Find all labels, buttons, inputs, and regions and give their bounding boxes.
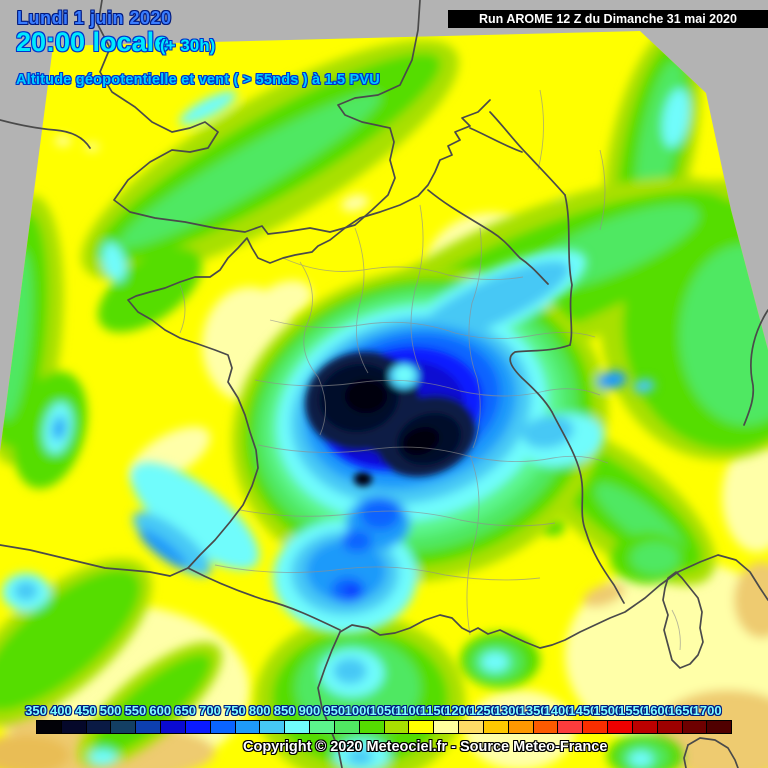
colorbar-cell bbox=[334, 721, 360, 733]
colorbar-cell bbox=[260, 721, 286, 733]
colorbar-label: 950 bbox=[323, 703, 346, 718]
colorbar-cell bbox=[483, 721, 509, 733]
colorbar-cell bbox=[185, 721, 211, 733]
colorbar-label: 1650 bbox=[667, 703, 697, 718]
colorbar-cell bbox=[558, 721, 584, 733]
colorbar-label: 750 bbox=[223, 703, 246, 718]
colorbar-label: 1700 bbox=[692, 703, 722, 718]
forecast-date: Lundi 1 juin 2020 bbox=[17, 8, 172, 28]
colorbar-label: 1250 bbox=[468, 703, 498, 718]
colorbar-label: 450 bbox=[74, 703, 97, 718]
colorbar-cell bbox=[111, 721, 137, 733]
colorbar-label: 1600 bbox=[642, 703, 672, 718]
forecast-hour-offset: (+ 30h) bbox=[160, 36, 216, 55]
colorbar-cell bbox=[459, 721, 484, 733]
colorbar-cell bbox=[136, 721, 162, 733]
colorbar-label: 550 bbox=[124, 703, 147, 718]
colorbar-cell bbox=[310, 721, 335, 733]
colorbar-cell bbox=[608, 721, 633, 733]
colorbar-cell bbox=[533, 721, 559, 733]
colorbar-cells bbox=[36, 720, 732, 734]
colorbar-cell bbox=[707, 721, 732, 733]
colorbar-label: 700 bbox=[199, 703, 221, 718]
forecast-time: 20:00 locale bbox=[16, 27, 170, 57]
low-dark-core bbox=[305, 348, 482, 486]
colorbar-label: 1550 bbox=[618, 703, 648, 718]
colorbar-label: 1300 bbox=[493, 703, 523, 718]
model-run-banner: Run AROME 12 Z du Dimanche 31 mai 2020 bbox=[448, 10, 768, 28]
colorbar-cell bbox=[37, 721, 62, 733]
colorbar-label: 1400 bbox=[543, 703, 573, 718]
colorbar-cell bbox=[359, 721, 385, 733]
colorbar-label: 800 bbox=[248, 703, 271, 718]
colorbar-label: 900 bbox=[298, 703, 321, 718]
colorbar-label: 400 bbox=[49, 703, 72, 718]
colorbar-cell bbox=[409, 721, 435, 733]
colorbar-cell bbox=[508, 721, 534, 733]
colorbar-label: 1350 bbox=[518, 703, 548, 718]
colorbar-cell bbox=[61, 721, 87, 733]
colorbar-cell bbox=[285, 721, 311, 733]
colorbar-cell bbox=[161, 721, 186, 733]
colorbar-cell bbox=[682, 721, 708, 733]
colorbar: 350 400 450 500 550 600 650 700 750 800 850 900 950 1… bbox=[25, 703, 732, 735]
colorbar-label: 350 bbox=[25, 703, 47, 718]
department-borders bbox=[179, 89, 681, 651]
colorbar-cell bbox=[235, 721, 261, 733]
copyright-notice: Copyright © 2020 Meteociel.fr - Source M… bbox=[243, 739, 608, 755]
colorbar-label: 850 bbox=[273, 703, 296, 718]
colorbar-label: 1150 bbox=[419, 703, 448, 718]
colorbar-cell bbox=[583, 721, 609, 733]
colorbar-label: 1000 bbox=[344, 703, 374, 718]
colorbar-label: 600 bbox=[149, 703, 172, 718]
colorbar-label: 1200 bbox=[444, 703, 474, 718]
colorbar-label: 500 bbox=[99, 703, 122, 718]
colorbar-cell bbox=[384, 721, 410, 733]
colorbar-cell bbox=[210, 721, 236, 733]
colorbar-cell bbox=[434, 721, 460, 733]
colorbar-label: 1500 bbox=[593, 703, 623, 718]
colorbar-cell bbox=[86, 721, 112, 733]
colorbar-cell bbox=[657, 721, 683, 733]
colorbar-label: 1050 bbox=[369, 703, 399, 718]
colorbar-label: 1100 bbox=[394, 703, 423, 718]
colorbar-cell bbox=[632, 721, 658, 733]
colorbar-label: 650 bbox=[174, 703, 196, 718]
colorbar-label: 1450 bbox=[568, 703, 598, 718]
parameter-title: Altitude géopotentielle et vent ( > 55nd… bbox=[16, 72, 380, 88]
